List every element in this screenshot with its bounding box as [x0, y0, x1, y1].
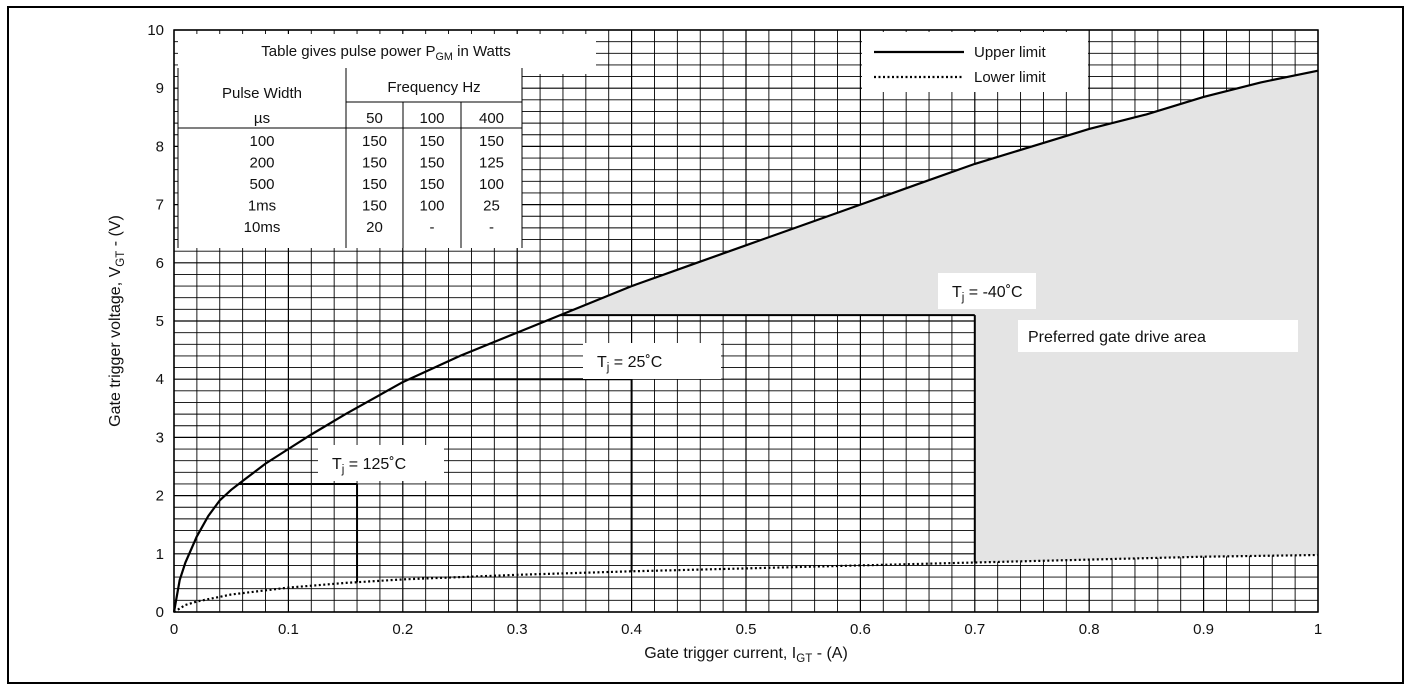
temperature-boxes	[238, 314, 976, 583]
table-title: Table gives pulse power PGM in Watts	[261, 43, 510, 63]
table-freq-label: 50	[366, 110, 383, 127]
table-freq-label: 100	[419, 110, 444, 127]
preferred-area-label: Preferred gate drive area	[1028, 329, 1206, 346]
x-tick-label: 1	[1314, 621, 1322, 638]
legend-label-lower: Lower limit	[974, 69, 1047, 86]
x-tick-label: 0.1	[278, 621, 299, 638]
x-tick-label: 0.3	[507, 621, 528, 638]
lower-limit-line	[173, 553, 1319, 613]
table-cell: 25	[483, 198, 500, 215]
upper-limit-line	[172, 69, 1319, 613]
preferred-gate-drive-area	[562, 70, 1318, 563]
temp-label-1: Tj = 25˚C	[597, 354, 662, 374]
temp-label-0: Tj = 125˚C	[332, 456, 406, 476]
plot-border	[173, 29, 1319, 613]
y-tick-label: 6	[156, 255, 164, 272]
table-header-pulse-width: Pulse Width	[222, 85, 302, 102]
table-cell: 150	[362, 176, 387, 193]
table-header-unit: µs	[254, 110, 270, 127]
table-cell: 1ms	[248, 198, 276, 215]
table-cell: 150	[362, 155, 387, 172]
annotations: Tj = 125˚C Tj = 25˚C Tj = -40˚C Preferred g…	[318, 273, 1298, 481]
table-cell: 100	[249, 133, 274, 150]
temp-label-bg	[318, 445, 444, 481]
x-tick-label: 0.5	[736, 621, 757, 638]
table-header-frequency: Frequency Hz	[387, 79, 480, 96]
x-tick-label: 0.7	[964, 621, 985, 638]
y-tick-label: 5	[156, 313, 164, 330]
x-tick-label: 0.4	[621, 621, 642, 638]
temp-label-bg	[938, 273, 1036, 309]
y-tick-label: 10	[147, 22, 164, 39]
axis-labels: Gate trigger current, IGT - (A) Gate trig…	[107, 215, 848, 665]
y-axis-label: Gate trigger voltage, VGT - (V)	[107, 215, 127, 427]
table-cell: 150	[362, 133, 387, 150]
table-cell: 150	[419, 155, 444, 172]
x-tick-label: 0	[170, 621, 178, 638]
y-tick-label: 9	[156, 80, 164, 97]
table-cell: 150	[419, 133, 444, 150]
y-tick-label: 7	[156, 197, 164, 214]
y-tick-label: 8	[156, 138, 164, 155]
table-cell: -	[489, 219, 494, 236]
temp-label-2: Tj = -40˚C	[952, 284, 1023, 304]
table-cell: 100	[479, 176, 504, 193]
legend-bg	[862, 32, 1088, 92]
table-freq-label: 400	[479, 110, 504, 127]
table-cell: 20	[366, 219, 383, 236]
y-tick-label: 1	[156, 546, 164, 563]
table-cell: 500	[249, 176, 274, 193]
pulse-power-table: Table gives pulse power PGM in Watts Puls…	[177, 34, 596, 248]
series-lines	[172, 69, 1319, 613]
x-tick-label: 0.6	[850, 621, 871, 638]
y-tick-label: 4	[156, 371, 164, 388]
axis-ticks: 0 0.1 0.2 0.3 0.4 0.5 0.6 0.7 0.8 0.9 101234567891…	[147, 22, 1322, 638]
x-axis-label: Gate trigger current, IGT - (A)	[644, 645, 848, 665]
table-cell: 150	[362, 198, 387, 215]
figure-frame	[7, 6, 1404, 684]
x-tick-label: 0.8	[1079, 621, 1100, 638]
table-title-bg	[178, 34, 596, 74]
table-cell: 150	[419, 176, 444, 193]
legend: Upper limit Lower limit	[862, 32, 1088, 92]
y-tick-label: 2	[156, 488, 164, 505]
legend-label-upper: Upper limit	[974, 44, 1047, 61]
preferred-label-bg	[1018, 320, 1298, 352]
table-cell: 10ms	[244, 219, 281, 236]
y-tick-label: 0	[156, 604, 164, 621]
table-cell: 200	[249, 155, 274, 172]
x-tick-label: 0.2	[392, 621, 413, 638]
table-cell: 100	[419, 198, 444, 215]
temp-label-bg	[583, 343, 721, 379]
y-tick-label: 3	[156, 429, 164, 446]
table-body-bg	[178, 68, 522, 248]
x-tick-label: 0.9	[1193, 621, 1214, 638]
table-cell: 125	[479, 155, 504, 172]
table-cell: -	[430, 219, 435, 236]
table-cell: 150	[479, 133, 504, 150]
